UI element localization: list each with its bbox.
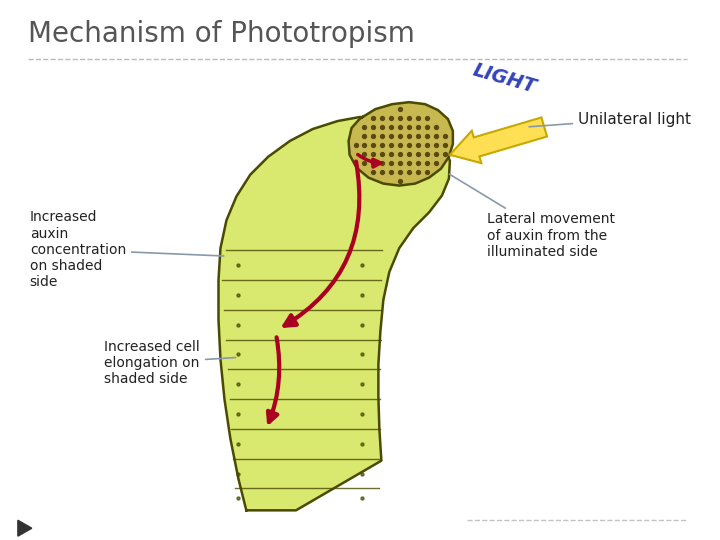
FancyArrow shape [450, 118, 547, 163]
Text: Increased
auxin
concentration
on shaded
side: Increased auxin concentration on shaded … [30, 211, 224, 289]
Polygon shape [18, 520, 32, 536]
Text: Lateral movement
of auxin from the
illuminated side: Lateral movement of auxin from the illum… [449, 174, 615, 259]
Polygon shape [218, 117, 450, 510]
Text: Increased cell
elongation on
shaded side: Increased cell elongation on shaded side [104, 340, 235, 386]
Text: Unilateral light: Unilateral light [529, 112, 691, 127]
Text: LIGHT: LIGHT [471, 61, 539, 97]
Polygon shape [348, 102, 453, 186]
Text: Mechanism of Phototropism: Mechanism of Phototropism [28, 19, 415, 48]
